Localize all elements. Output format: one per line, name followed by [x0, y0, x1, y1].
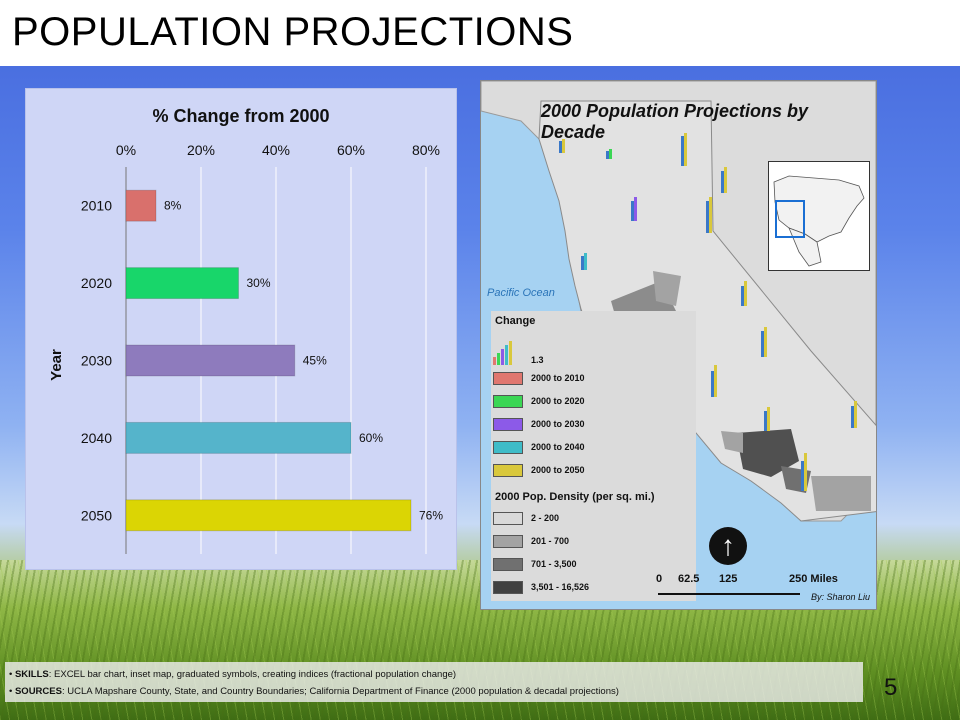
page-number: 5	[884, 674, 898, 701]
y-tick-label: 2040	[81, 430, 112, 446]
legend-change-row: 2000 to 2010	[493, 371, 585, 385]
legend-change-label: 2000 to 2020	[531, 396, 585, 406]
bar-chart-panel: % Change from 2000 0% 20% 40% 60% 80% 2010 202…	[25, 88, 457, 570]
legend-density-label: 3,501 - 16,526	[531, 582, 590, 592]
skills-label: SKILLS	[14, 669, 49, 680]
legend-density-row: 201 - 700	[493, 534, 569, 548]
legend-change-label: 2000 to 2050	[531, 465, 585, 475]
map-panel: 2000 Population Projections by Decade Pa…	[480, 80, 877, 610]
legend-density-label: 701 - 3,500	[531, 559, 577, 569]
x-tick-label: 40%	[262, 142, 290, 158]
legend-change-swatch	[493, 371, 523, 385]
x-tick-label: 20%	[187, 142, 215, 158]
legend-density-label: 2 - 200	[531, 513, 560, 523]
ventura-region	[721, 431, 743, 453]
bar	[125, 267, 239, 300]
legend-density-row: 2 - 200	[493, 511, 559, 525]
legend-density-heading: 2000 Pop. Density (per sq. mi.)	[495, 491, 655, 503]
ocean-label: Pacific Ocean	[487, 287, 555, 299]
bar	[125, 421, 352, 454]
scale-label: 0	[656, 573, 663, 585]
legend-change-row: 2000 to 2020	[493, 394, 585, 408]
y-tick-label: 2010	[81, 198, 112, 214]
legend-change-label: 2000 to 2030	[531, 419, 585, 429]
y-axis-title: Year	[48, 349, 65, 381]
skills-note: SKILLS: EXCEL bar chart, inset map, grad…	[9, 666, 863, 683]
north-arrow-icon: ↑	[709, 527, 747, 565]
map-legend: Change 1.3 2000 to 2010 2000 to 2020 2000 …	[491, 311, 696, 601]
scale-label: 125	[719, 573, 738, 585]
chart-title: % Change from 2000	[152, 106, 329, 126]
data-label: 45%	[303, 354, 327, 368]
scale-bar	[658, 587, 800, 595]
la-region	[736, 429, 799, 477]
bar	[125, 189, 157, 222]
sources-label: SOURCES	[14, 686, 62, 697]
legend-change-swatch	[493, 463, 523, 477]
legend-change-swatch	[493, 440, 523, 454]
bar	[125, 344, 296, 377]
legend-change-row: 2000 to 2030	[493, 417, 585, 431]
graduated-symbols	[559, 133, 857, 491]
sources-note: SOURCES: UCLA Mapshare County, State, an…	[9, 683, 863, 700]
data-label: 76%	[419, 508, 443, 522]
x-tick-label: 0%	[116, 142, 136, 158]
legend-change-row: 2000 to 2040	[493, 440, 585, 454]
graduated-symbol-icon	[493, 341, 523, 365]
legend-change-heading: Change	[495, 315, 536, 327]
legend-change-swatch	[493, 417, 523, 431]
scale-label: 250 Miles	[789, 573, 838, 585]
legend-density-label: 201 - 700	[531, 536, 570, 546]
scale-label: 62.5	[678, 573, 700, 585]
map-credit: By: Sharon Liu	[811, 592, 871, 602]
bar-chart: % Change from 2000 0% 20% 40% 60% 80% 2010 202…	[48, 106, 443, 554]
legend-density-swatch	[493, 534, 523, 548]
bar	[125, 499, 412, 532]
legend-density-swatch	[493, 580, 523, 594]
sacramento-region	[653, 271, 681, 306]
legend-density-row: 3,501 - 16,526	[493, 580, 589, 594]
legend-density-swatch	[493, 557, 523, 571]
legend-density-swatch	[493, 511, 523, 525]
slide-title: POPULATION PROJECTIONS	[12, 10, 574, 54]
skills-text: : EXCEL bar chart, inset map, graduated …	[48, 669, 457, 680]
legend-change-swatch	[493, 394, 523, 408]
y-tick-label: 2020	[81, 275, 112, 291]
y-tick-label: 2030	[81, 353, 112, 369]
data-label: 30%	[247, 276, 271, 290]
inset-highlight-box	[775, 200, 805, 238]
legend-symbol-value: 1.3	[531, 355, 544, 365]
x-tick-label: 60%	[337, 142, 365, 158]
legend-change-label: 2000 to 2040	[531, 442, 585, 452]
san-diego-region	[811, 476, 871, 511]
legend-symbol-row: 1.3	[493, 341, 544, 367]
legend-change-row: 2000 to 2050	[493, 463, 585, 477]
y-tick-label: 2050	[81, 507, 112, 523]
notes-box: SKILLS: EXCEL bar chart, inset map, grad…	[5, 662, 863, 702]
inset-map	[768, 161, 870, 271]
legend-density-row: 701 - 3,500	[493, 557, 577, 571]
legend-change-label: 2000 to 2010	[531, 373, 585, 383]
x-tick-label: 80%	[412, 142, 440, 158]
sources-text: : UCLA Mapshare County, State, and Count…	[61, 686, 619, 697]
data-label: 60%	[359, 431, 383, 445]
data-label: 8%	[164, 199, 182, 213]
map-title: 2000 Population Projections by Decade	[541, 101, 809, 142]
